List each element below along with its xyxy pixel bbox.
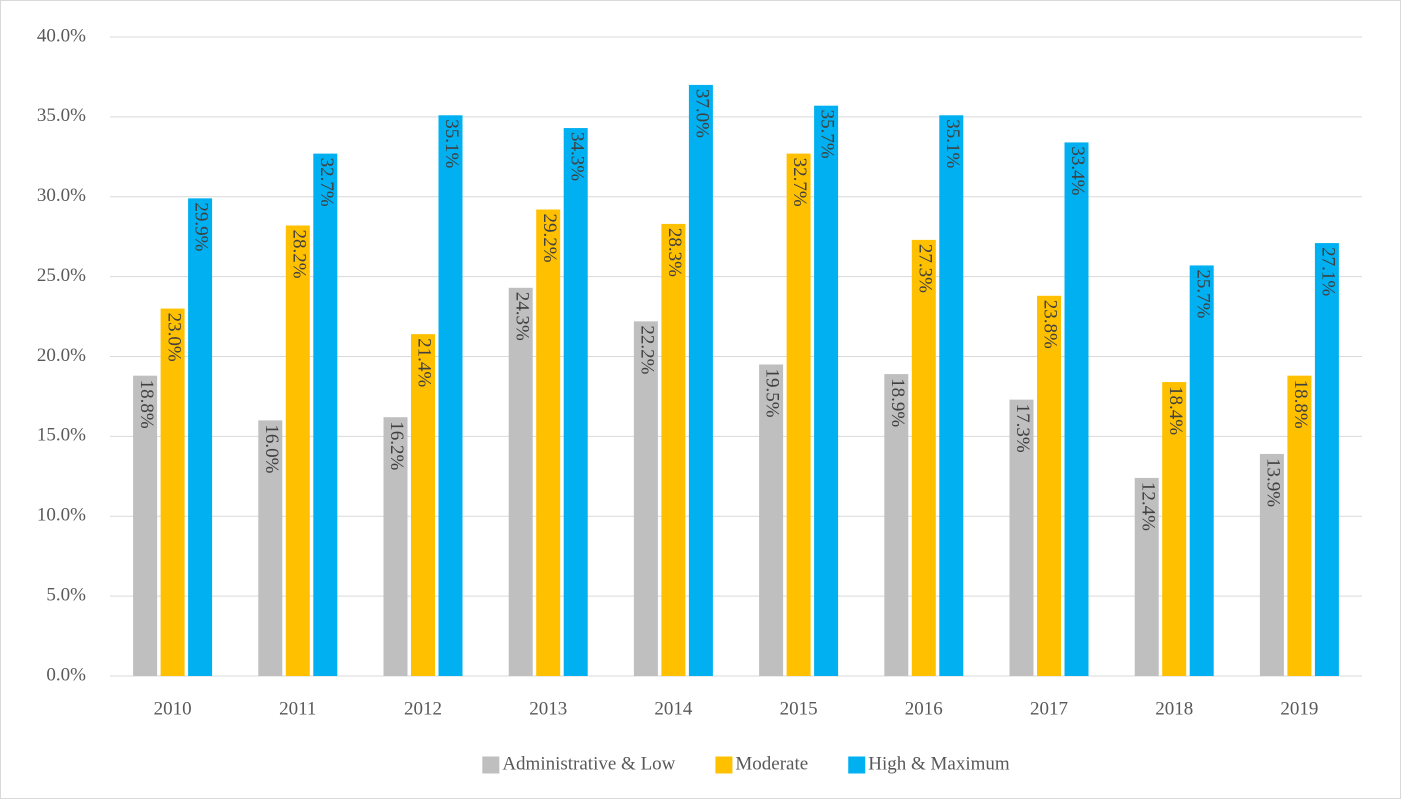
value-label: 35.1% xyxy=(441,119,462,168)
value-label: 24.3% xyxy=(511,292,532,341)
bar xyxy=(884,374,909,676)
value-label: 34.3% xyxy=(566,132,587,181)
legend-swatch xyxy=(482,756,500,774)
legend-swatch xyxy=(848,756,866,774)
value-label: 12.4% xyxy=(1137,482,1158,531)
x-tick-label: 2011 xyxy=(279,698,316,719)
legend-label: Administrative & Low xyxy=(502,753,675,774)
bar xyxy=(258,420,283,676)
x-tick-label: 2013 xyxy=(529,698,567,719)
value-label: 29.2% xyxy=(539,214,560,263)
bar xyxy=(160,308,185,676)
value-label: 22.2% xyxy=(637,325,658,374)
value-label: 29.9% xyxy=(191,202,212,251)
bar xyxy=(1259,453,1284,676)
value-label: 28.3% xyxy=(664,228,685,277)
x-tick-label: 2010 xyxy=(154,698,192,719)
value-label: 18.8% xyxy=(1290,380,1311,429)
bar xyxy=(633,321,658,676)
bar xyxy=(133,375,158,676)
bar xyxy=(383,417,408,676)
value-label: 23.0% xyxy=(163,313,184,362)
value-label: 28.2% xyxy=(288,230,309,279)
y-tick-label: 30.0% xyxy=(37,185,86,206)
x-tick-label: 2015 xyxy=(780,698,818,719)
y-tick-label: 5.0% xyxy=(46,584,86,605)
value-label: 33.4% xyxy=(1067,146,1088,195)
y-tick-label: 40.0% xyxy=(37,25,86,46)
bar xyxy=(188,198,213,676)
value-label: 16.2% xyxy=(386,421,407,470)
bar xyxy=(759,364,784,676)
value-label: 18.9% xyxy=(887,378,908,427)
y-tick-label: 0.0% xyxy=(46,664,86,685)
bar xyxy=(536,209,561,676)
y-tick-label: 35.0% xyxy=(37,105,86,126)
bar xyxy=(688,84,713,677)
bar xyxy=(1189,265,1214,676)
value-label: 19.5% xyxy=(762,368,783,417)
x-tick-label: 2018 xyxy=(1155,698,1193,719)
y-tick-label: 20.0% xyxy=(37,345,86,366)
value-label: 16.0% xyxy=(261,424,282,473)
bar xyxy=(661,223,686,676)
y-tick-label: 10.0% xyxy=(37,505,86,526)
value-label: 17.3% xyxy=(1012,404,1033,453)
value-label: 32.7% xyxy=(316,158,337,207)
value-label: 37.0% xyxy=(692,89,713,138)
bar xyxy=(1134,477,1159,676)
value-label: 18.4% xyxy=(1165,386,1186,435)
bar xyxy=(508,287,533,676)
y-tick-label: 25.0% xyxy=(37,265,86,286)
legend-label: Moderate xyxy=(735,753,808,774)
bar xyxy=(911,239,936,676)
y-tick-label: 15.0% xyxy=(37,425,86,446)
bar xyxy=(1064,142,1089,676)
value-label: 23.8% xyxy=(1040,300,1061,349)
bar xyxy=(1287,375,1312,676)
legend-swatch xyxy=(715,756,733,774)
bar xyxy=(313,153,338,676)
x-tick-label: 2017 xyxy=(1030,698,1068,719)
value-label: 35.1% xyxy=(942,119,963,168)
bar xyxy=(1037,295,1061,676)
legend-label: High & Maximum xyxy=(868,753,1010,774)
value-label: 35.7% xyxy=(817,110,838,159)
value-label: 21.4% xyxy=(414,338,435,387)
value-label: 32.7% xyxy=(789,158,810,207)
bar xyxy=(786,153,811,676)
x-tick-label: 2012 xyxy=(404,698,442,719)
bar xyxy=(1162,382,1187,676)
value-label: 13.9% xyxy=(1263,458,1284,507)
x-tick-label: 2016 xyxy=(905,698,943,719)
value-label: 27.3% xyxy=(914,244,935,293)
bar xyxy=(411,334,435,676)
bar xyxy=(285,225,310,676)
x-tick-label: 2014 xyxy=(654,698,693,719)
value-label: 18.8% xyxy=(136,380,157,429)
bar xyxy=(438,115,463,677)
bar xyxy=(1009,399,1034,676)
bar xyxy=(814,105,839,676)
bar xyxy=(563,128,588,676)
bar xyxy=(939,115,964,677)
value-label: 27.1% xyxy=(1318,247,1339,296)
x-tick-label: 2019 xyxy=(1280,698,1318,719)
value-label: 25.7% xyxy=(1192,269,1213,318)
bar xyxy=(1314,243,1339,676)
